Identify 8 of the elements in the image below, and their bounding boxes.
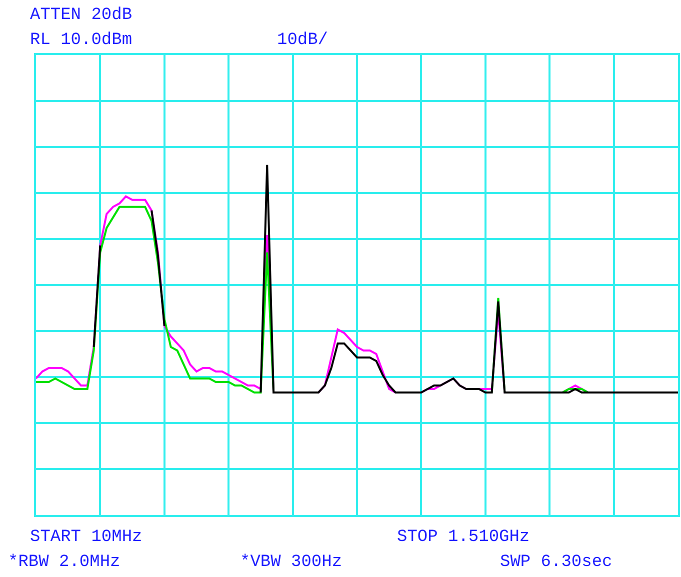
text: STOP 1.510GHz	[397, 528, 530, 547]
text: 10dB/	[277, 31, 328, 50]
text: START 10MHz	[30, 528, 142, 547]
text: RL 10.0dBm	[30, 31, 132, 50]
text: *VBW 300Hz	[240, 553, 342, 572]
text: SWP 6.30sec	[500, 553, 612, 572]
text: ATTEN 20dB	[30, 6, 132, 25]
text: *RBW 2.0MHz	[8, 553, 120, 572]
